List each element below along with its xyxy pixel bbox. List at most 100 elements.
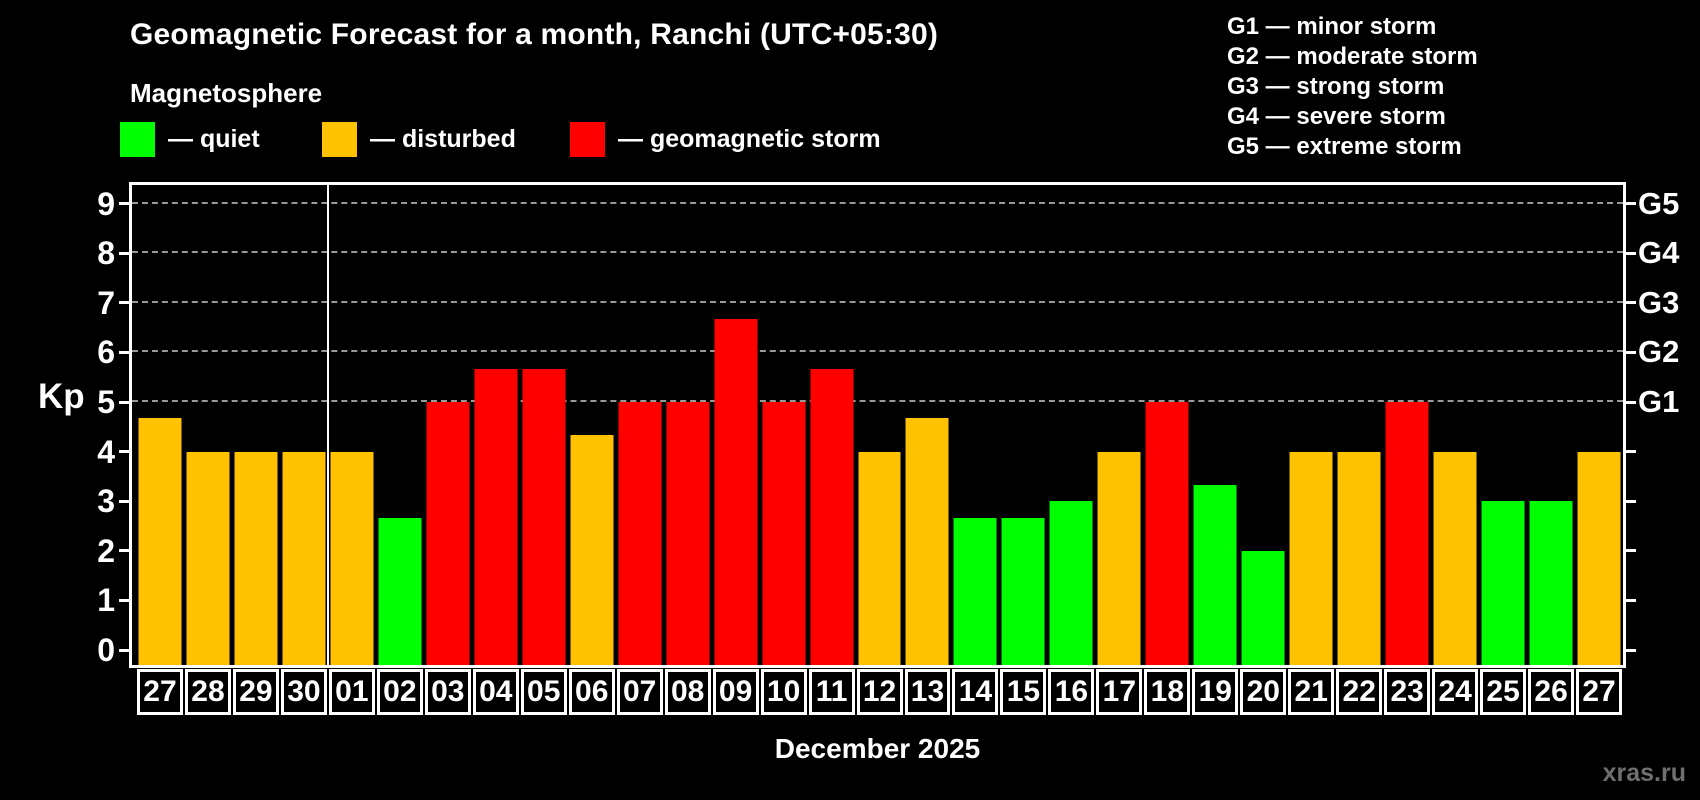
y-axis-label: 8 [97, 235, 115, 272]
g-legend-item: G2 — moderate storm [1227, 43, 1478, 70]
day-slot: 15 [999, 669, 1047, 715]
day-slot: 12 [856, 669, 904, 715]
kp-bar [234, 451, 278, 665]
day-label-row: 27 28 29 30 01 02 03 04 05 06 07 08 09 10 11 12 13 14 15 16… [136, 669, 1623, 715]
g-legend-item: G3 — strong storm [1227, 73, 1445, 100]
day-slot: 24 [1431, 669, 1479, 715]
kp-bar [618, 402, 662, 665]
day-slot: 29 [232, 669, 280, 715]
gridline-kp5 [132, 400, 1623, 402]
bar-slot [1047, 185, 1095, 665]
bar-slot [951, 185, 999, 665]
day-slot: 30 [280, 669, 328, 715]
day-label: 27 [1576, 669, 1623, 715]
y-tick-right [1623, 400, 1636, 404]
gridline-kp7 [132, 300, 1623, 303]
bar-slot [328, 185, 376, 665]
bar-slot [424, 185, 472, 665]
day-label: 02 [376, 669, 423, 715]
storm-color-swatch [570, 122, 605, 157]
day-label: 10 [760, 669, 807, 715]
bar-slot [664, 185, 712, 665]
kp-bar [858, 451, 901, 665]
kp-bar [666, 402, 710, 665]
y-tick-left [119, 202, 132, 206]
bar-slot [999, 185, 1047, 665]
kp-bar [1097, 451, 1141, 665]
day-slot: 27 [1575, 669, 1623, 715]
bar-slot [184, 185, 232, 665]
y-tick-right [1623, 549, 1636, 553]
kp-bar [1001, 517, 1045, 665]
day-label: 06 [568, 669, 615, 715]
y-tick-right [1623, 251, 1636, 255]
day-slot: 02 [376, 669, 424, 715]
g-legend-item: G4 — severe storm [1227, 103, 1446, 130]
day-label: 08 [664, 669, 711, 715]
day-slot: 14 [951, 669, 999, 715]
y-tick-right [1623, 202, 1636, 206]
kp-bar [1049, 501, 1093, 665]
day-label: 20 [1240, 669, 1287, 715]
day-slot: 04 [472, 669, 520, 715]
chart-subtitle: Magnetosphere [130, 78, 323, 108]
chart-title: Geomagnetic Forecast for a month, Ranchi… [130, 18, 939, 51]
day-slot: 07 [616, 669, 664, 715]
right-axis-label-g5: G5 [1638, 185, 1680, 221]
gridline-kp8 [132, 251, 1623, 254]
day-slot: 21 [1287, 669, 1335, 715]
y-axis-title: Kp [38, 377, 85, 416]
bar-slot [856, 185, 904, 665]
bar-slot [280, 185, 328, 665]
gridline-kp6 [132, 350, 1623, 353]
legend-item-disturbed: — disturbed [322, 122, 516, 157]
y-axis-label: 3 [97, 483, 115, 520]
bar-slot [1383, 185, 1431, 665]
y-tick-right [1623, 598, 1636, 602]
day-slot: 09 [712, 669, 760, 715]
bar-slot [232, 185, 280, 665]
day-slot: 22 [1335, 669, 1383, 715]
day-label: 22 [1336, 669, 1383, 715]
bars-container [136, 185, 1623, 665]
y-tick-left [119, 301, 132, 305]
bar-slot [376, 185, 424, 665]
g-scale-legend: G1 — minor storm G2 — moderate storm G3 … [1227, 12, 1478, 162]
kp-bar [1529, 501, 1573, 665]
day-label: 24 [1432, 669, 1479, 715]
right-axis-label-g4: G4 [1638, 235, 1680, 271]
y-axis-label: 6 [97, 334, 115, 371]
right-axis-label-g1: G1 [1638, 384, 1680, 419]
bar-slot [568, 185, 616, 665]
day-slot: 23 [1383, 669, 1431, 715]
bar-slot [1287, 185, 1335, 665]
bar-slot [760, 185, 808, 665]
kp-bar [1193, 484, 1237, 665]
day-label: 30 [280, 669, 327, 715]
kp-bar [1337, 451, 1381, 665]
day-slot: 06 [568, 669, 616, 715]
y-axis-label: 2 [97, 532, 115, 569]
day-label: 26 [1528, 669, 1575, 715]
y-tick-left [119, 598, 132, 602]
kp-bar [1145, 402, 1189, 665]
x-axis-title: December 2025 [774, 733, 981, 764]
bar-slot [712, 185, 760, 665]
day-label: 09 [712, 669, 759, 715]
gridline-kp9 [132, 201, 1623, 204]
kp-bar [810, 368, 854, 665]
month-divider [326, 185, 329, 665]
g-legend-item: G1 — minor storm [1227, 13, 1437, 40]
y-tick-left [119, 499, 132, 503]
right-axis-label-g2: G2 [1638, 334, 1680, 370]
bar-slot [1431, 185, 1479, 665]
y-tick-right [1623, 499, 1636, 503]
day-label: 01 [328, 669, 375, 715]
watermark: xras.ru [1602, 759, 1686, 787]
day-label: 21 [1288, 669, 1335, 715]
bar-slot [1239, 185, 1287, 665]
y-axis-label: 0 [97, 632, 115, 668]
y-tick-left [119, 648, 132, 652]
day-label: 07 [616, 669, 663, 715]
y-axis-label: 7 [97, 284, 115, 321]
